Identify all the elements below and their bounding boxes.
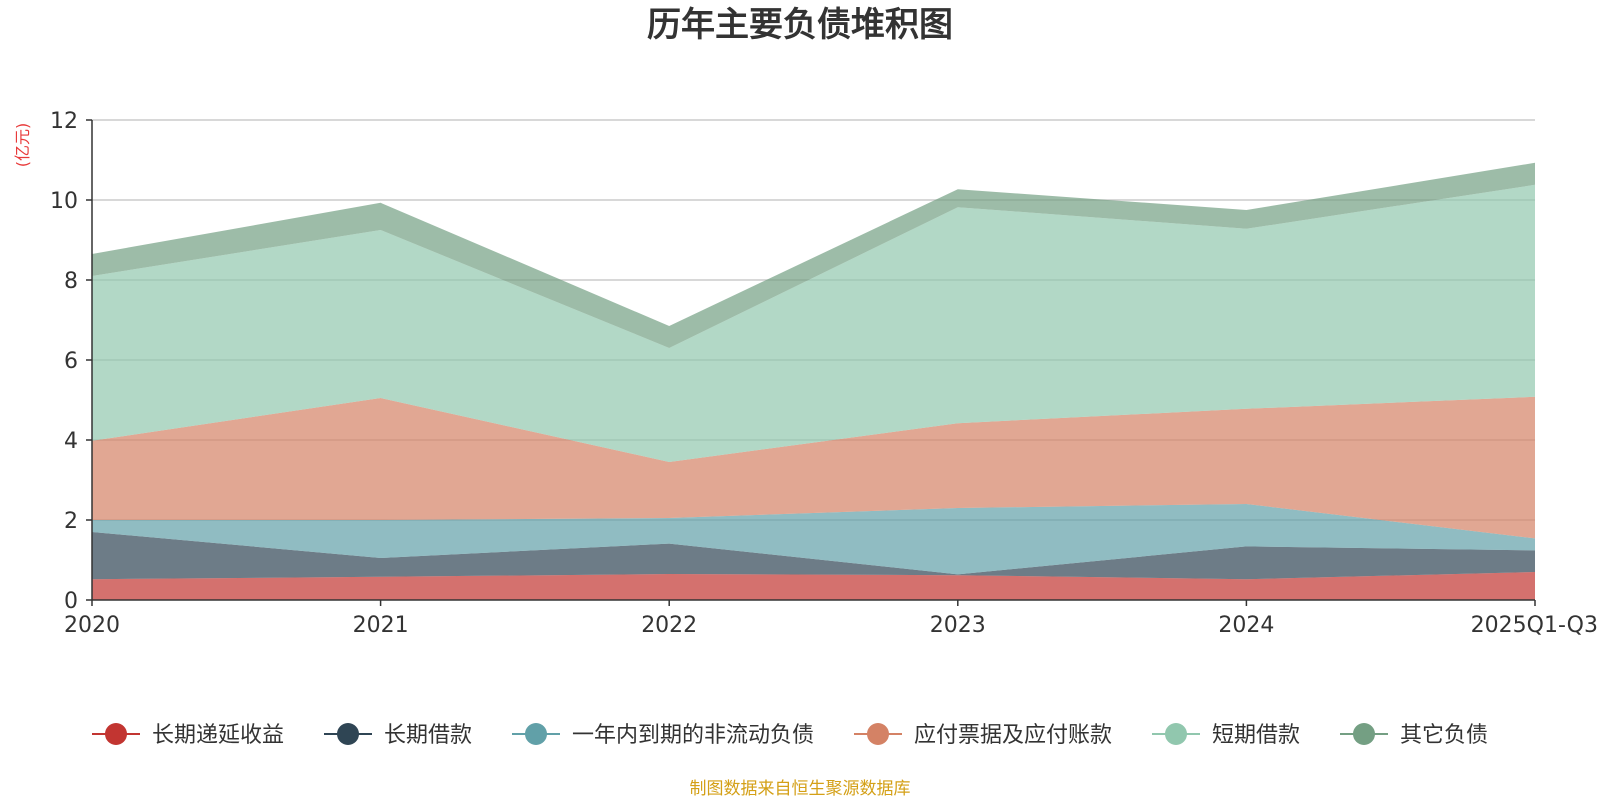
x-tick-label: 2020 bbox=[64, 613, 120, 638]
y-tick-label: 2 bbox=[64, 509, 78, 534]
legend-item-1: 长期递延收益 bbox=[92, 723, 284, 748]
legend-marker bbox=[337, 723, 359, 745]
legend-label: 长期借款 bbox=[384, 723, 472, 748]
chart-title: 历年主要负债堆积图 bbox=[647, 5, 953, 45]
legend-marker bbox=[1165, 723, 1187, 745]
y-axis-unit-label: (亿元) bbox=[13, 123, 32, 168]
legend: 长期递延收益 长期借款 一年内到期的非流动负债 应付票据及应付账款 短期借款 其它负债 bbox=[92, 723, 1488, 748]
x-tick-label: 2025Q1-Q3 bbox=[1471, 613, 1598, 638]
area-series-2 bbox=[92, 532, 1535, 580]
area-series-6 bbox=[92, 162, 1535, 348]
legend-marker bbox=[1353, 723, 1375, 745]
legend-label: 应付票据及应付账款 bbox=[914, 723, 1112, 748]
area-series-4 bbox=[92, 396, 1535, 539]
x-tick-label: 2021 bbox=[353, 613, 409, 638]
legend-marker bbox=[105, 723, 127, 745]
legend-label: 其它负债 bbox=[1400, 723, 1488, 748]
axes: 0 2 4 6 8 10 12 2020 2021 2022 2023 2024 2025Q1-Q3 bbox=[50, 109, 1598, 638]
y-tick-label: 8 bbox=[64, 269, 78, 294]
x-tick-label: 2023 bbox=[930, 613, 986, 638]
legend-marker bbox=[525, 723, 547, 745]
legend-label: 短期借款 bbox=[1212, 723, 1300, 748]
y-tick-label: 12 bbox=[50, 109, 78, 134]
legend-label: 长期递延收益 bbox=[152, 723, 284, 748]
x-tick-label: 2022 bbox=[641, 613, 697, 638]
y-tick-label: 0 bbox=[64, 589, 78, 614]
legend-marker bbox=[867, 723, 889, 745]
area-series-3 bbox=[92, 504, 1535, 575]
data-source-note: 制图数据来自恒生聚源数据库 bbox=[690, 779, 911, 799]
y-tick-label: 6 bbox=[64, 349, 78, 374]
legend-item-4: 应付票据及应付账款 bbox=[854, 723, 1112, 748]
area-series-1 bbox=[92, 572, 1535, 600]
legend-label: 一年内到期的非流动负债 bbox=[572, 723, 814, 748]
legend-item-2: 长期借款 bbox=[324, 723, 472, 748]
y-tick-label: 10 bbox=[50, 189, 78, 214]
legend-item-6: 其它负债 bbox=[1340, 723, 1488, 748]
legend-item-5: 短期借款 bbox=[1152, 723, 1300, 748]
area-series-5 bbox=[92, 184, 1535, 463]
x-tick-label: 2024 bbox=[1218, 613, 1274, 638]
area-series-group bbox=[92, 162, 1535, 600]
y-tick-label: 4 bbox=[64, 429, 78, 454]
legend-item-3: 一年内到期的非流动负债 bbox=[512, 723, 814, 748]
